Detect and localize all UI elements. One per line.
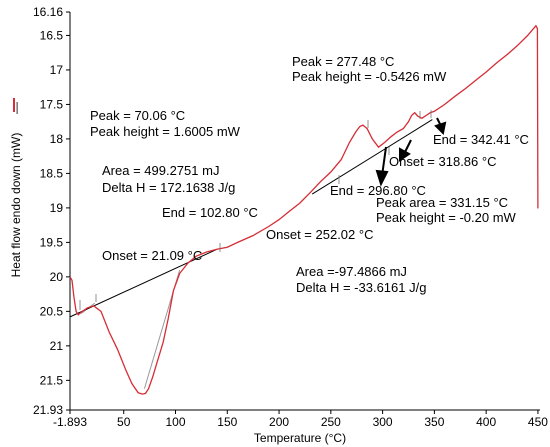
onset1: Onset = 21.09 °C [102,248,202,263]
x-tick-group: -1.893 50 100 150 200 250 300 350 400 450 [53,410,548,429]
y-tick-label: 16.5 [40,28,64,42]
x-axis-label: Temperature (°C) [254,431,346,445]
x-tick-label: 400 [476,415,496,429]
curve-markers [79,110,432,310]
x-tick-label: 150 [217,415,237,429]
end3: End = 296.80 °C [330,183,426,198]
x-tick-label: -1.893 [53,415,87,429]
y-tick-label: 21 [50,339,64,353]
dsc-curve [69,24,539,395]
end1: End = 102.80 °C [162,205,258,220]
peak2-temp: Peak = 277.48 °C [292,54,394,69]
peak3-area: Peak area = 331.15 °C [376,195,508,210]
legend-dash: — [9,102,23,114]
deltah1: Delta H = 172.1638 J/g [102,180,235,195]
x-tick-label: 350 [424,415,444,429]
y-tick-label: 21.5 [40,373,64,387]
y-tick-label: 17.5 [40,97,64,111]
y-tick-label: 20.5 [40,304,64,318]
y-tick-label: 18.5 [40,166,64,180]
x-tick-label: 50 [117,415,131,429]
y-tick-label: 21.93 [33,403,63,417]
peak1-height: Peak height = 1.6005 mW [90,124,241,139]
onset3: Onset = 318.86 °C [389,154,496,169]
y-tick-group: 16.16 16.5 17 17.5 18 18.5 19 19.5 20 20.5 21 21.5 2… [33,5,70,417]
x-tick-label: 100 [165,415,185,429]
peak1-temp: Peak = 70.06 °C [90,108,185,123]
end2: End = 342.41 °C [433,132,529,147]
x-tick-label: 450 [528,415,548,429]
y-tick-label: 19.5 [40,235,64,249]
area1: Area = 499.2751 mJ [102,163,219,178]
x-tick-label: 250 [321,415,341,429]
arrow-onset-318-head [399,147,411,162]
arrow-end-342-head [434,121,447,136]
y-axis-label: Heat flow endo down (mW) [9,133,23,278]
y-tick-label: 19 [50,201,64,215]
x-tick-label: 200 [269,415,289,429]
baseline [311,119,433,195]
tangent-lines [80,269,181,389]
onset2: Onset = 252.02 °C [266,227,373,242]
y-tick-label: 17 [50,63,64,77]
peak3-height: Peak height = -0.20 mW [376,210,517,225]
y-tick-label: 20 [50,270,64,284]
x-tick-label: 300 [373,415,393,429]
arrow-onset-318 [404,139,412,153]
peak2-height: Peak height = -0.5426 mW [292,69,447,84]
deltah2: Delta H = -33.6161 J/g [296,280,426,295]
annotation-arrows [375,117,447,187]
area2: Area =-97.4866 mJ [296,264,407,279]
arrow-end-296-head [375,169,389,187]
y-tick-label: 16.16 [33,5,63,19]
y-tick-label: 18 [50,132,64,146]
